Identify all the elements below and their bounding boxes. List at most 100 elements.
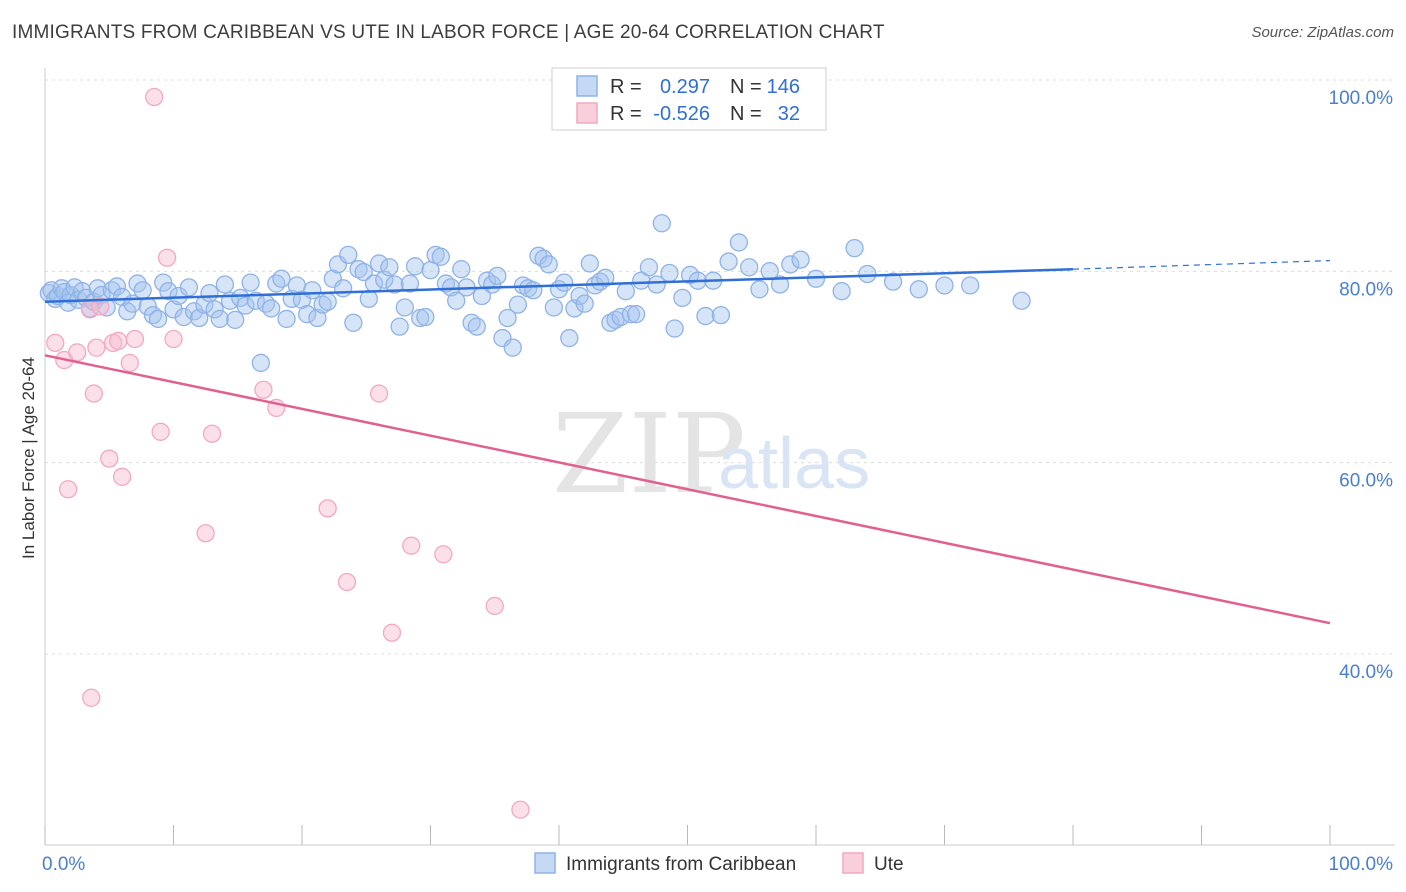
point-caribbean-78 xyxy=(416,307,435,327)
point-caribbean-64 xyxy=(344,313,363,332)
point-caribbean-36 xyxy=(200,283,219,303)
point-caribbean-125 xyxy=(665,319,684,338)
point-ute-0 xyxy=(46,333,65,353)
point-caribbean-99 xyxy=(524,281,543,300)
point-caribbean-56 xyxy=(303,281,322,300)
point-caribbean-126 xyxy=(673,288,692,308)
point-caribbean-55 xyxy=(297,305,317,324)
point-ute-30 xyxy=(109,331,128,351)
point-ute-13 xyxy=(145,87,164,107)
point-caribbean-26 xyxy=(148,309,168,329)
point-caribbean-118 xyxy=(621,305,641,324)
point-caribbean-65 xyxy=(349,260,368,279)
point-caribbean-63 xyxy=(339,245,358,265)
point-caribbean-74 xyxy=(395,298,414,317)
point-ute-27 xyxy=(485,596,504,616)
point-caribbean-92 xyxy=(488,266,507,286)
point-caribbean-109 xyxy=(575,294,594,313)
point-ute-11 xyxy=(120,353,139,373)
point-ute-6 xyxy=(84,384,103,403)
point-caribbean-101 xyxy=(534,249,553,268)
point-caribbean-123 xyxy=(652,214,671,233)
point-caribbean-138 xyxy=(781,255,800,274)
axes xyxy=(44,68,1395,846)
point-caribbean-146 xyxy=(935,276,954,295)
point-ute-8 xyxy=(100,449,119,468)
bottom-legend-ute: Ute xyxy=(874,854,904,875)
y-tick-label-0: 40.0% xyxy=(1339,662,1393,683)
point-caribbean-117 xyxy=(616,282,635,301)
y-tick-label-3: 100.0% xyxy=(1329,88,1394,109)
trend-lines xyxy=(44,259,1331,625)
point-ute-18 xyxy=(202,424,222,443)
point-caribbean-116 xyxy=(611,307,630,327)
legend-r-label-2: R = xyxy=(610,103,642,125)
point-caribbean-81 xyxy=(431,247,450,266)
point-caribbean-58 xyxy=(313,295,332,314)
point-caribbean-119 xyxy=(626,305,646,324)
watermark: ZIP atlas xyxy=(552,390,870,518)
y-axis-label: In Labor Force | Age 20-64 xyxy=(19,357,38,559)
point-caribbean-106 xyxy=(560,328,579,348)
point-caribbean-29 xyxy=(164,300,183,319)
point-caribbean-114 xyxy=(601,313,620,332)
x-tick-label-1: 100.0% xyxy=(1329,854,1394,875)
point-caribbean-148 xyxy=(1012,291,1031,310)
point-caribbean-144 xyxy=(883,272,903,291)
legend-n-label-2: N = xyxy=(730,103,762,125)
point-caribbean-38 xyxy=(210,309,229,329)
point-ute-21 xyxy=(318,499,337,518)
legend-swatch-ute xyxy=(576,102,598,124)
watermark-zip: ZIP xyxy=(552,390,746,518)
point-caribbean-137 xyxy=(770,275,790,294)
trend-line-caribbean xyxy=(44,267,1074,303)
point-caribbean-145 xyxy=(909,280,928,299)
legend-r-value-1: 0.297 xyxy=(660,76,710,98)
point-ute-5 xyxy=(82,688,101,707)
bottom-legend-swatch-caribbean xyxy=(534,852,556,874)
point-caribbean-50 xyxy=(272,269,291,288)
trend-line-ute xyxy=(44,354,1331,625)
x-tick-labels: 0.0% 100.0% xyxy=(42,854,1393,875)
point-caribbean-28 xyxy=(159,282,178,301)
x-tick-label-0: 0.0% xyxy=(42,854,85,875)
bottom-legend-swatch-ute xyxy=(842,852,864,874)
point-caribbean-95 xyxy=(503,338,522,357)
point-caribbean-131 xyxy=(711,305,731,325)
point-caribbean-88 xyxy=(467,317,486,336)
legend-n-value-2: 32 xyxy=(778,103,800,125)
point-caribbean-44 xyxy=(241,273,260,292)
point-caribbean-71 xyxy=(380,258,399,277)
point-caribbean-39 xyxy=(215,275,235,294)
point-caribbean-139 xyxy=(791,250,810,269)
point-ute-2 xyxy=(58,480,78,499)
point-ute-16 xyxy=(164,329,183,349)
point-caribbean-124 xyxy=(660,263,679,283)
grid-lines xyxy=(45,79,1395,655)
point-caribbean-59 xyxy=(318,292,337,311)
point-caribbean-105 xyxy=(554,273,574,292)
point-caribbean-132 xyxy=(719,252,738,271)
point-ute-12 xyxy=(125,329,145,349)
point-ute-14 xyxy=(151,422,170,441)
point-caribbean-113 xyxy=(596,268,615,287)
point-caribbean-18 xyxy=(107,277,127,296)
point-ute-7 xyxy=(87,338,106,357)
point-caribbean-23 xyxy=(133,281,152,300)
point-caribbean-66 xyxy=(354,262,373,282)
point-caribbean-72 xyxy=(385,275,404,294)
point-caribbean-75 xyxy=(400,274,420,293)
point-caribbean-142 xyxy=(845,239,864,258)
legend-r-label-1: R = xyxy=(610,76,642,98)
point-ute-28 xyxy=(511,800,530,819)
point-caribbean-27 xyxy=(154,273,173,292)
series-caribbean-points xyxy=(39,214,1031,373)
point-caribbean-76 xyxy=(405,257,425,276)
legend-bottom: Immigrants from Caribbean Ute xyxy=(534,852,904,875)
point-ute-22 xyxy=(337,572,357,592)
point-caribbean-94 xyxy=(498,308,517,328)
point-caribbean-45 xyxy=(246,291,265,310)
point-ute-19 xyxy=(254,380,273,399)
point-caribbean-103 xyxy=(544,298,564,317)
point-caribbean-32 xyxy=(179,278,199,297)
